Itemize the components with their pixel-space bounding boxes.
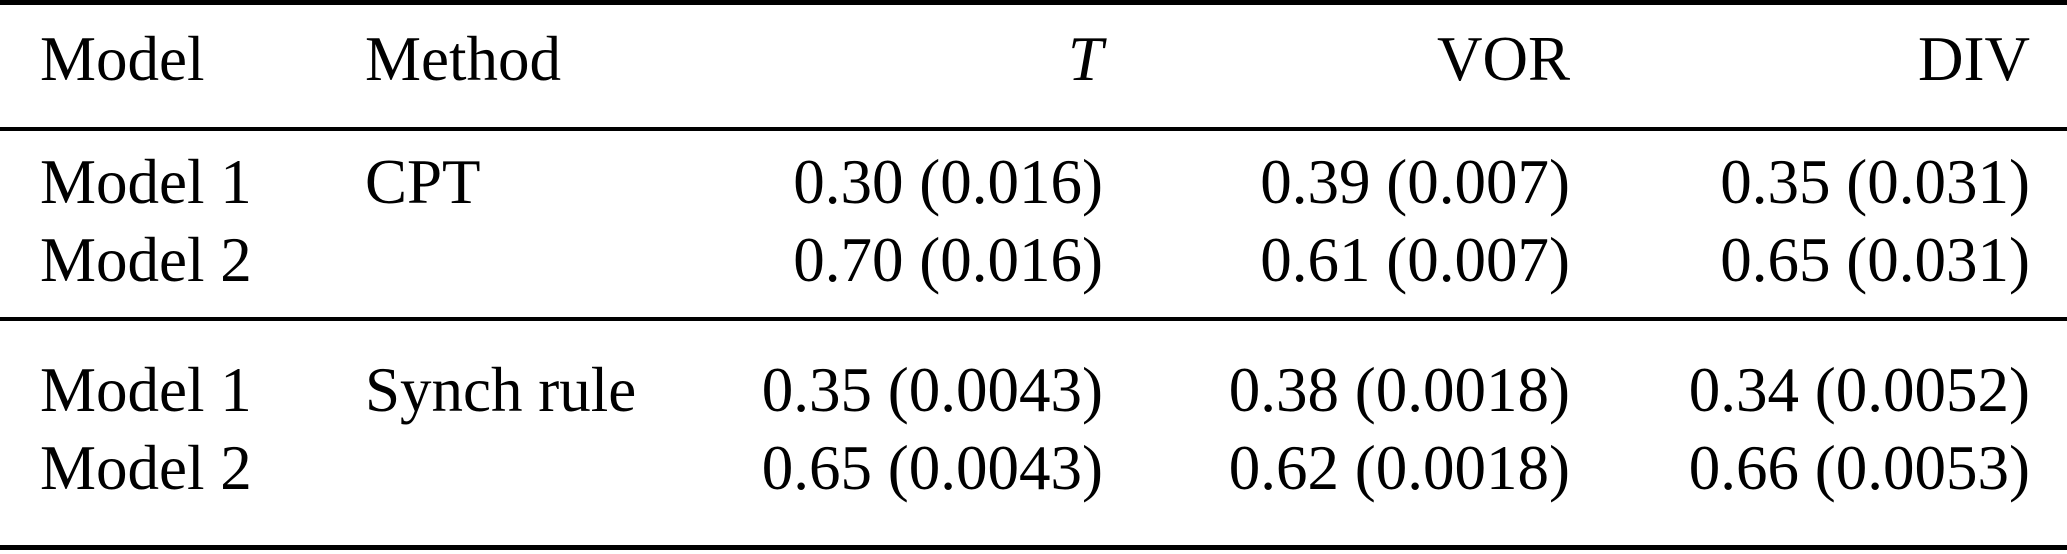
cell-method: CPT — [365, 146, 481, 217]
table-header-rule — [0, 127, 2067, 131]
cell-model: Model 2 — [40, 432, 252, 503]
cell-method: Synch rule — [365, 354, 637, 425]
cell-vor: 0.62 (0.0018) — [1228, 432, 1570, 503]
cell-div: 0.65 (0.031) — [1720, 224, 2030, 295]
group-synch-rule: Model 1 Synch rule 0.35 (0.0043) 0.38 (0… — [0, 321, 2067, 545]
cell-t: 0.30 (0.016) — [793, 146, 1103, 217]
cell-t: 0.70 (0.016) — [793, 224, 1103, 295]
header-div: DIV — [1918, 23, 2030, 94]
table-row: Model 2 0.65 (0.0043) 0.62 (0.0018) 0.66… — [0, 429, 2067, 507]
cell-div: 0.34 (0.0052) — [1688, 354, 2030, 425]
table-top-rule — [0, 0, 2067, 5]
header-model: Model — [40, 23, 205, 94]
cell-t: 0.35 (0.0043) — [761, 354, 1103, 425]
table-row: Model 1 CPT 0.30 (0.016) 0.39 (0.007) 0.… — [0, 143, 2067, 221]
cell-t: 0.65 (0.0043) — [761, 432, 1103, 503]
cell-vor: 0.38 (0.0018) — [1228, 354, 1570, 425]
header-t: T — [1067, 23, 1103, 94]
table-mid-rule — [0, 317, 2067, 321]
table-row: Model 1 Synch rule 0.35 (0.0043) 0.38 (0… — [0, 351, 2067, 429]
cell-model: Model 2 — [40, 224, 252, 295]
group-cpt: Model 1 CPT 0.30 (0.016) 0.39 (0.007) 0.… — [0, 131, 2067, 317]
header-method: Method — [365, 23, 561, 94]
cell-div: 0.66 (0.0053) — [1688, 432, 2030, 503]
table-bottom-rule — [0, 545, 2067, 550]
cell-model: Model 1 — [40, 354, 252, 425]
header-vor: VOR — [1436, 23, 1570, 94]
cell-model: Model 1 — [40, 146, 252, 217]
table-header-row: Model Method T VOR DIV — [0, 5, 2067, 127]
table-row: Model 2 0.70 (0.016) 0.61 (0.007) 0.65 (… — [0, 221, 2067, 299]
cell-div: 0.35 (0.031) — [1720, 146, 2030, 217]
cell-vor: 0.39 (0.007) — [1260, 146, 1570, 217]
cell-vor: 0.61 (0.007) — [1260, 224, 1570, 295]
